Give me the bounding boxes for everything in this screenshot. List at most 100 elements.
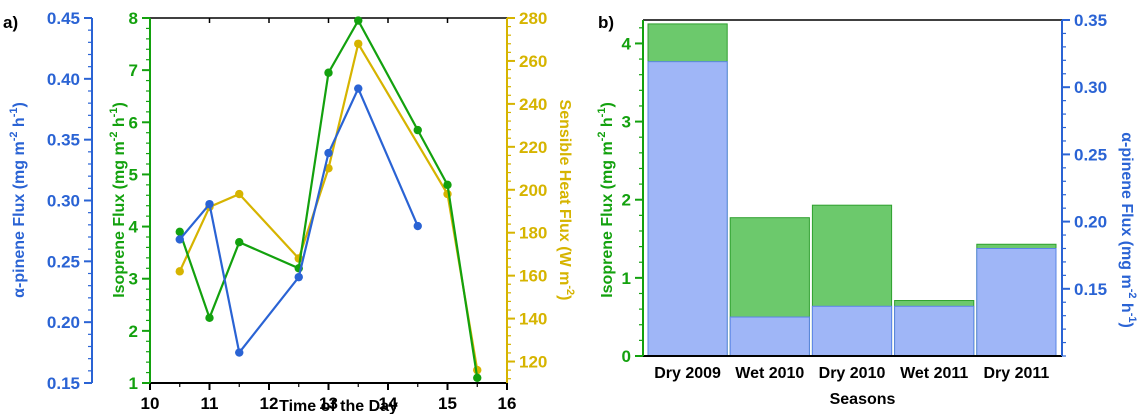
isoprene-axis-title-part: h: [111, 117, 128, 131]
alpha-axis-title-part: ): [1118, 322, 1135, 327]
isoprene-axis-title-superscript: -1: [108, 108, 120, 118]
x-axis-title: Seasons: [830, 391, 896, 408]
x-tick-label: 16: [498, 394, 517, 413]
isoprene-data-point: [473, 373, 482, 382]
alpha-axis-tick-label: 0.40: [47, 70, 80, 89]
alpha-axis-title-part: ): [11, 102, 28, 107]
isoprene-data-point: [413, 125, 422, 135]
alpha-axis-title-superscript: -2: [8, 132, 20, 142]
panel-label: b): [598, 13, 614, 32]
alpha-axis-title: α-pinene Flux (mg m-2 h-1): [1118, 132, 1138, 328]
alpha-data-point: [205, 199, 214, 209]
alpha-axis-tick-label: 0.30: [47, 192, 80, 211]
heat-data-point: [354, 39, 363, 48]
alpha-axis-title-part: α-pinene Flux (mg m: [1118, 132, 1135, 289]
isoprene-axis-title: Isoprene Flux (mg m-2 h-1): [108, 102, 128, 298]
isoprene-axis-title: Isoprene Flux (mg m-2 h-1): [596, 102, 616, 298]
heat-axis-title-part: ): [556, 295, 573, 300]
isoprene-axis-tick-label: 3: [622, 113, 631, 132]
alpha-axis-tick-label: 0.20: [1074, 213, 1107, 232]
heat-axis-tick-label: 200: [519, 181, 547, 200]
isoprene-axis-tick-label: 7: [129, 61, 138, 80]
isoprene-axis-tick-label: 2: [622, 191, 631, 210]
alpha-axis-tick-label: 0.45: [47, 9, 80, 28]
isoprene-data-point: [324, 68, 333, 77]
alpha-series-line: [178, 85, 419, 356]
alpha-axis-tick-label: 0.35: [47, 131, 80, 150]
panel-b-bar-chart: b) Dry 2009 Wet 2010 Dry 2010 Wet 2011 Dry 20…: [596, 11, 1138, 408]
alpha-axis-tick-label: 0.15: [47, 374, 80, 393]
x-category-label: Dry 2010: [819, 365, 886, 382]
alpha-data-point: [354, 84, 363, 93]
alpha-pinene-bar: [976, 247, 1057, 357]
x-tick-label: 13: [319, 394, 338, 413]
isoprene-axis-tick-label: 0: [622, 347, 631, 366]
isoprene-axis-tick-label: 4: [129, 218, 139, 237]
x-tick-label: 14: [379, 394, 398, 413]
alpha-axis-tick-label: 0.25: [1074, 145, 1107, 164]
alpha-axis-tick-label: 0.25: [47, 252, 80, 271]
alpha-axis-title: α-pinene Flux (mg m-2 h-1): [8, 102, 28, 298]
isoprene-axis-tick-label: 3: [129, 270, 138, 289]
heat-axis-tick-label: 280: [519, 9, 547, 28]
isoprene-axis-tick-label: 2: [129, 322, 138, 341]
heat-data-point: [175, 267, 184, 276]
alpha-axis-tick-label: 0.30: [1074, 78, 1107, 97]
x-category-label: Dry 2011: [983, 365, 1049, 382]
isoprene-axis-tick-label: 5: [129, 165, 138, 184]
isoprene-data-point: [354, 16, 363, 25]
isoprene-axis-title-part: Isoprene Flux (mg m: [111, 141, 128, 297]
alpha-axis-title-superscript: -1: [1126, 313, 1138, 323]
alpha-axis-title-superscript: -1: [8, 108, 20, 118]
heat-axis-title-superscript: -2: [564, 285, 576, 295]
alpha-pinene-bar: [894, 305, 975, 357]
heat-axis-tick-label: 260: [519, 52, 547, 71]
isoprene-axis-title-superscript: -2: [108, 132, 120, 142]
alpha-axis-tick-label: 0.35: [1074, 11, 1107, 30]
x-tick-label: 11: [201, 394, 219, 413]
alpha-data-point: [175, 235, 184, 244]
isoprene-data-point: [443, 180, 452, 190]
isoprene-axis-tick-label: 1: [129, 374, 138, 393]
isoprene-axis-title-part: ): [599, 102, 616, 107]
isoprene-axis-title-part: ): [111, 102, 128, 107]
alpha-pinene-bar: [647, 61, 728, 357]
isoprene-axis-tick-label: 6: [129, 113, 138, 132]
panel-label: a): [3, 13, 18, 32]
alpha-data-point: [413, 221, 422, 231]
alpha-axis-title-superscript: -2: [1126, 289, 1138, 299]
alpha-axis-title-part: α-pinene Flux (mg m: [11, 141, 28, 298]
heat-axis-tick-label: 180: [519, 224, 547, 243]
isoprene-axis-title-superscript: -2: [596, 132, 608, 142]
heat-series-line: [178, 40, 479, 371]
alpha-axis-tick-label: 0.20: [47, 313, 80, 332]
x-tick-label: 12: [260, 394, 279, 413]
isoprene-axis-tick-label: 4: [622, 34, 632, 53]
heat-axis-tick-label: 120: [519, 353, 547, 372]
isoprene-axis-tick-label: 8: [129, 9, 138, 28]
x-tick-label: 15: [438, 394, 457, 413]
x-category-label: Wet 2010: [735, 365, 804, 382]
alpha-data-point: [324, 148, 333, 158]
isoprene-data-point: [205, 313, 214, 323]
heat-axis-title: Sensible Heat Flux (W m-2): [556, 100, 576, 301]
heat-axis-tick-label: 160: [519, 267, 547, 286]
heat-axis-tick-label: 220: [519, 138, 547, 157]
isoprene-axis-tick-label: 1: [622, 269, 631, 288]
x-category-label: Dry 2009: [654, 365, 721, 382]
isoprene-axis-title-part: Isoprene Flux (mg m: [599, 141, 616, 297]
alpha-axis-tick-label: 0.15: [1074, 280, 1107, 299]
heat-axis-tick-label: 140: [519, 310, 547, 329]
heat-axis-title-part: Sensible Heat Flux (W m: [556, 100, 573, 286]
x-tick-label: 10: [141, 394, 160, 413]
alpha-pinene-bar: [811, 305, 893, 357]
x-category-label: Wet 2011: [900, 365, 968, 382]
isoprene-data-point: [235, 238, 244, 247]
alpha-pinene-bar: [729, 316, 810, 357]
isoprene-axis-title-superscript: -1: [596, 108, 608, 118]
isoprene-data-point: [175, 227, 184, 236]
alpha-data-point: [235, 348, 244, 357]
heat-axis-tick-label: 240: [519, 95, 547, 114]
